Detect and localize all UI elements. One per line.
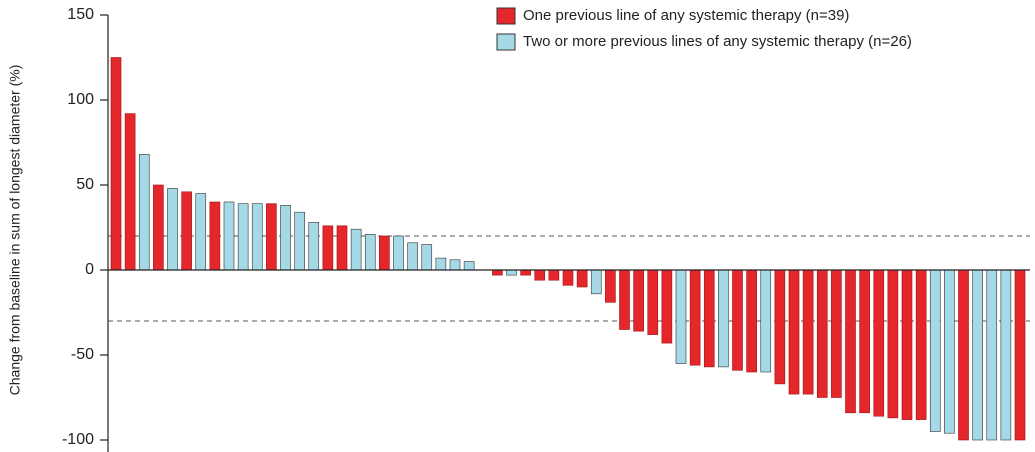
bar — [195, 193, 207, 271]
bar — [732, 269, 743, 371]
bar — [506, 269, 517, 276]
bar — [972, 269, 983, 441]
bar — [1014, 269, 1026, 441]
y-axis-label: Change from baseline in sum of longest d… — [7, 65, 23, 396]
bar — [633, 269, 644, 332]
bar — [859, 269, 870, 414]
bar — [816, 269, 828, 398]
y-tick-label: -100 — [62, 431, 94, 448]
bar — [548, 269, 560, 281]
bar — [718, 269, 729, 368]
bar — [379, 235, 390, 271]
bar — [929, 269, 941, 432]
bar — [788, 269, 800, 395]
y-tick-label: -50 — [71, 346, 94, 363]
bar — [393, 235, 404, 271]
bar — [407, 242, 418, 271]
bar — [308, 222, 320, 271]
bar — [435, 257, 447, 271]
bar — [887, 269, 899, 419]
bar — [746, 269, 757, 373]
bar — [675, 269, 687, 364]
y-tick-label: 150 — [67, 6, 94, 23]
bar — [449, 259, 461, 271]
bar — [901, 269, 913, 420]
legend-swatch — [496, 7, 516, 25]
bar — [336, 225, 348, 271]
bar — [590, 269, 602, 295]
bar — [1000, 269, 1012, 441]
bar — [124, 113, 136, 271]
bar — [110, 57, 122, 271]
bar — [350, 228, 362, 271]
bar — [576, 269, 588, 288]
bar — [209, 201, 221, 271]
bar — [562, 269, 574, 286]
legend-label: Two or more previous lines of any system… — [523, 33, 912, 50]
bar — [619, 269, 630, 330]
bar — [661, 269, 673, 344]
bar — [845, 269, 856, 414]
bar — [520, 269, 531, 276]
legend-swatch — [496, 33, 516, 51]
bar — [266, 203, 277, 271]
bar — [703, 269, 715, 368]
bar — [181, 191, 192, 271]
bar — [294, 211, 305, 271]
bar — [605, 269, 616, 303]
y-tick-label: 50 — [76, 176, 94, 193]
bar — [138, 154, 150, 271]
bar — [237, 203, 249, 271]
bar — [167, 188, 178, 271]
bar — [492, 269, 503, 276]
bar — [280, 205, 291, 271]
bar — [760, 269, 772, 373]
y-tick-label: 100 — [67, 91, 94, 108]
bar — [689, 269, 701, 366]
bar — [915, 269, 927, 420]
bar — [153, 184, 164, 271]
bar — [322, 225, 334, 271]
bar — [223, 201, 235, 271]
bar — [958, 269, 969, 441]
bar — [986, 269, 998, 441]
bar — [944, 269, 955, 434]
bar — [802, 269, 814, 395]
y-tick-label: 0 — [85, 261, 94, 278]
bar — [774, 269, 786, 385]
bar — [421, 244, 433, 271]
bar — [873, 269, 885, 417]
bar — [463, 261, 475, 271]
legend-label: One previous line of any systemic therap… — [523, 7, 849, 24]
bar — [831, 269, 842, 398]
bar — [534, 269, 546, 281]
bar — [647, 269, 659, 335]
bar — [364, 234, 376, 271]
bar — [251, 203, 263, 271]
